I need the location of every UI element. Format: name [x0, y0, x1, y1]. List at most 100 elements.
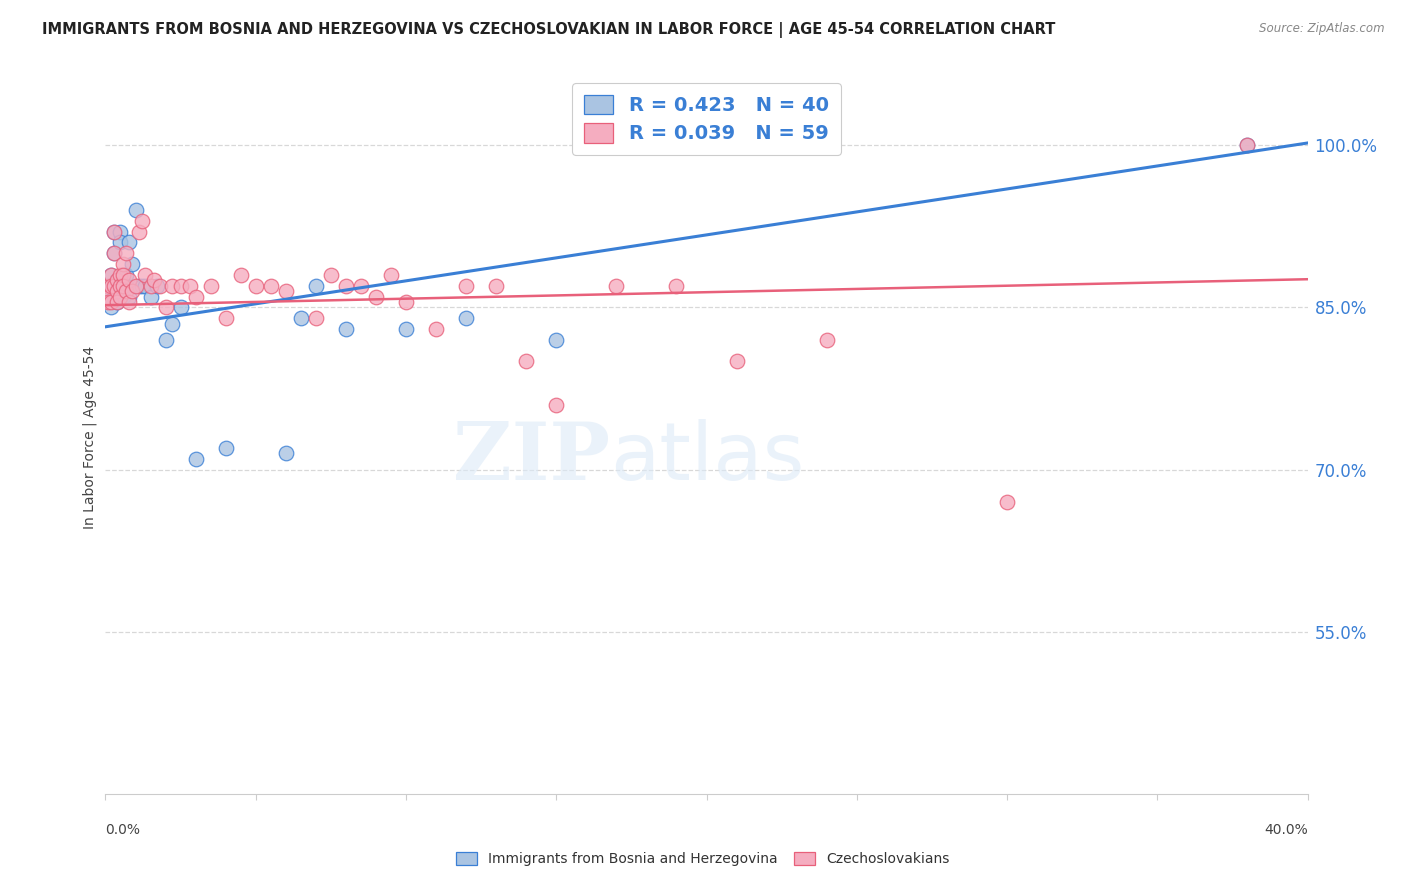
Point	[124, 202, 146, 217]
Point	[107, 273, 129, 287]
Point	[124, 278, 146, 293]
Point	[169, 301, 191, 315]
Point	[364, 289, 387, 303]
Text: 40.0%: 40.0%	[1264, 823, 1308, 837]
Point	[139, 289, 162, 303]
Point	[100, 268, 122, 282]
Point	[103, 225, 125, 239]
Point	[245, 278, 267, 293]
Point	[97, 278, 120, 293]
Point	[515, 354, 537, 368]
Point	[546, 333, 568, 347]
Point	[112, 289, 135, 303]
Point	[155, 301, 177, 315]
Point	[103, 246, 125, 260]
Point	[107, 273, 129, 287]
Legend: Immigrants from Bosnia and Herzegovina, Czechoslovakians: Immigrants from Bosnia and Herzegovina, …	[451, 847, 955, 871]
Point	[100, 294, 122, 309]
Point	[350, 278, 373, 293]
Point	[142, 273, 165, 287]
Point	[112, 268, 135, 282]
Point	[1236, 138, 1258, 153]
Text: 0.0%: 0.0%	[105, 823, 141, 837]
Point	[115, 284, 138, 298]
Point	[128, 225, 150, 239]
Point	[121, 284, 143, 298]
Y-axis label: In Labor Force | Age 45-54: In Labor Force | Age 45-54	[83, 345, 97, 529]
Point	[605, 278, 627, 293]
Point	[155, 333, 177, 347]
Point	[134, 268, 156, 282]
Point	[305, 278, 328, 293]
Point	[115, 246, 138, 260]
Point	[112, 278, 135, 293]
Point	[169, 278, 191, 293]
Point	[454, 311, 477, 326]
Point	[110, 225, 132, 239]
Point	[395, 322, 418, 336]
Point	[107, 294, 129, 309]
Point	[110, 268, 132, 282]
Point	[103, 289, 125, 303]
Point	[121, 257, 143, 271]
Point	[118, 294, 141, 309]
Point	[319, 268, 342, 282]
Point	[112, 257, 135, 271]
Point	[110, 278, 132, 293]
Point	[100, 268, 122, 282]
Point	[103, 246, 125, 260]
Point	[995, 495, 1018, 509]
Point	[118, 273, 141, 287]
Point	[274, 446, 297, 460]
Point	[725, 354, 748, 368]
Point	[107, 284, 129, 298]
Point	[184, 289, 207, 303]
Point	[131, 278, 153, 293]
Point	[184, 451, 207, 466]
Point	[131, 214, 153, 228]
Point	[110, 278, 132, 293]
Point	[148, 278, 170, 293]
Point	[107, 294, 129, 309]
Point	[115, 268, 138, 282]
Text: ZIP: ZIP	[453, 419, 610, 498]
Point	[128, 278, 150, 293]
Point	[380, 268, 402, 282]
Point	[139, 278, 162, 293]
Point	[546, 398, 568, 412]
Point	[100, 301, 122, 315]
Point	[305, 311, 328, 326]
Point	[214, 311, 236, 326]
Point	[290, 311, 312, 326]
Point	[160, 317, 183, 331]
Point	[112, 278, 135, 293]
Point	[103, 225, 125, 239]
Point	[115, 278, 138, 293]
Point	[107, 284, 129, 298]
Point	[179, 278, 201, 293]
Point	[229, 268, 252, 282]
Point	[665, 278, 688, 293]
Point	[260, 278, 283, 293]
Point	[395, 294, 418, 309]
Point	[335, 278, 357, 293]
Point	[134, 278, 156, 293]
Point	[118, 289, 141, 303]
Point	[815, 333, 838, 347]
Point	[485, 278, 508, 293]
Text: IMMIGRANTS FROM BOSNIA AND HERZEGOVINA VS CZECHOSLOVAKIAN IN LABOR FORCE | AGE 4: IMMIGRANTS FROM BOSNIA AND HERZEGOVINA V…	[42, 22, 1056, 38]
Point	[274, 284, 297, 298]
Point	[97, 289, 120, 303]
Point	[110, 235, 132, 250]
Point	[100, 278, 122, 293]
Point	[110, 289, 132, 303]
Point	[118, 235, 141, 250]
Point	[100, 278, 122, 293]
Point	[214, 441, 236, 455]
Text: Source: ZipAtlas.com: Source: ZipAtlas.com	[1260, 22, 1385, 36]
Point	[160, 278, 183, 293]
Point	[97, 278, 120, 293]
Text: atlas: atlas	[610, 419, 804, 498]
Point	[200, 278, 222, 293]
Point	[97, 289, 120, 303]
